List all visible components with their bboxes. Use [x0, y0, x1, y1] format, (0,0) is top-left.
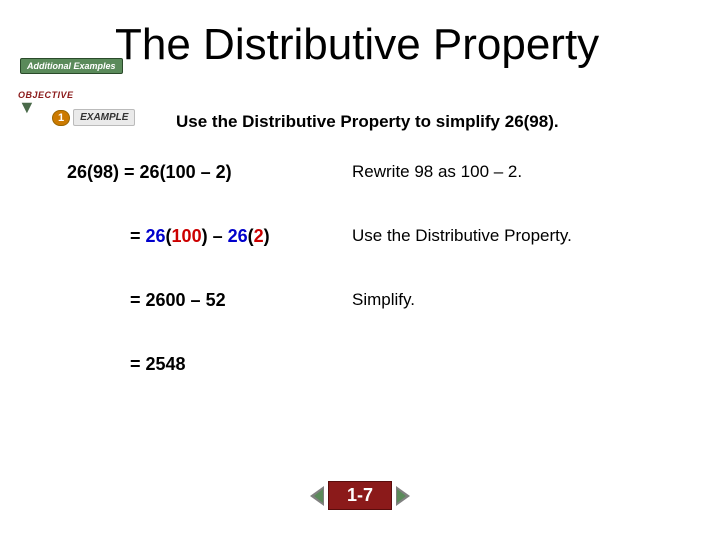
step-rhs: Rewrite 98 as 100 – 2.	[352, 162, 522, 182]
additional-examples-badge: Additional Examples	[20, 58, 123, 74]
step-lhs: = 2548	[130, 354, 186, 375]
step-lhs-highlight: 100	[172, 226, 202, 246]
prev-arrow-icon[interactable]	[310, 486, 324, 506]
example-badge: 1 EXAMPLE	[52, 109, 135, 126]
step-lhs-highlight: 26	[146, 226, 166, 246]
step-lhs-highlight: 2	[254, 226, 264, 246]
instruction-text: Use the Distributive Property to simplif…	[176, 112, 559, 132]
page-title: The Distributive Property	[115, 20, 599, 70]
example-label: EXAMPLE	[73, 109, 135, 126]
step-rhs: Use the Distributive Property.	[352, 226, 572, 246]
step-lhs: 26(98) = 26(100 – 2)	[67, 162, 232, 183]
step-lhs-highlight: 26	[228, 226, 248, 246]
nav-footer: 1-7	[0, 481, 720, 510]
example-number: 1	[52, 110, 70, 126]
step-lhs: = 2600 – 52	[130, 290, 226, 311]
step-lhs: = 26(100) – 26(2)	[130, 226, 270, 247]
slide: Additional Examples The Distributive Pro…	[0, 0, 720, 540]
page-number: 1-7	[328, 481, 392, 510]
next-arrow-icon[interactable]	[396, 486, 410, 506]
step-rhs: Simplify.	[352, 290, 415, 310]
